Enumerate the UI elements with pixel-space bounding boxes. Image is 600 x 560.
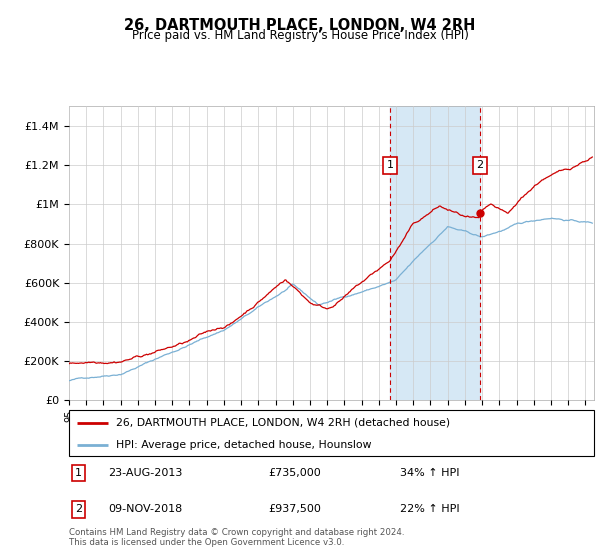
Text: 23-AUG-2013: 23-AUG-2013 (109, 468, 183, 478)
Text: £937,500: £937,500 (269, 505, 322, 515)
Text: 1: 1 (75, 468, 82, 478)
Text: Contains HM Land Registry data © Crown copyright and database right 2024.
This d: Contains HM Land Registry data © Crown c… (69, 528, 404, 547)
Text: 2: 2 (75, 505, 82, 515)
Text: 26, DARTMOUTH PLACE, LONDON, W4 2RH: 26, DARTMOUTH PLACE, LONDON, W4 2RH (124, 18, 476, 33)
Text: 2: 2 (476, 160, 483, 170)
Bar (390, 106, 480, 400)
Text: 09-NOV-2018: 09-NOV-2018 (109, 505, 182, 515)
Text: 26, DARTMOUTH PLACE, LONDON, W4 2RH (detached house): 26, DARTMOUTH PLACE, LONDON, W4 2RH (det… (116, 418, 451, 428)
Text: HPI: Average price, detached house, Hounslow: HPI: Average price, detached house, Houn… (116, 440, 372, 450)
Text: Price paid vs. HM Land Registry's House Price Index (HPI): Price paid vs. HM Land Registry's House … (131, 29, 469, 42)
Text: 22% ↑ HPI: 22% ↑ HPI (400, 505, 460, 515)
Text: 1: 1 (386, 160, 394, 170)
Text: 34% ↑ HPI: 34% ↑ HPI (400, 468, 459, 478)
FancyBboxPatch shape (69, 410, 594, 456)
Text: £735,000: £735,000 (269, 468, 321, 478)
